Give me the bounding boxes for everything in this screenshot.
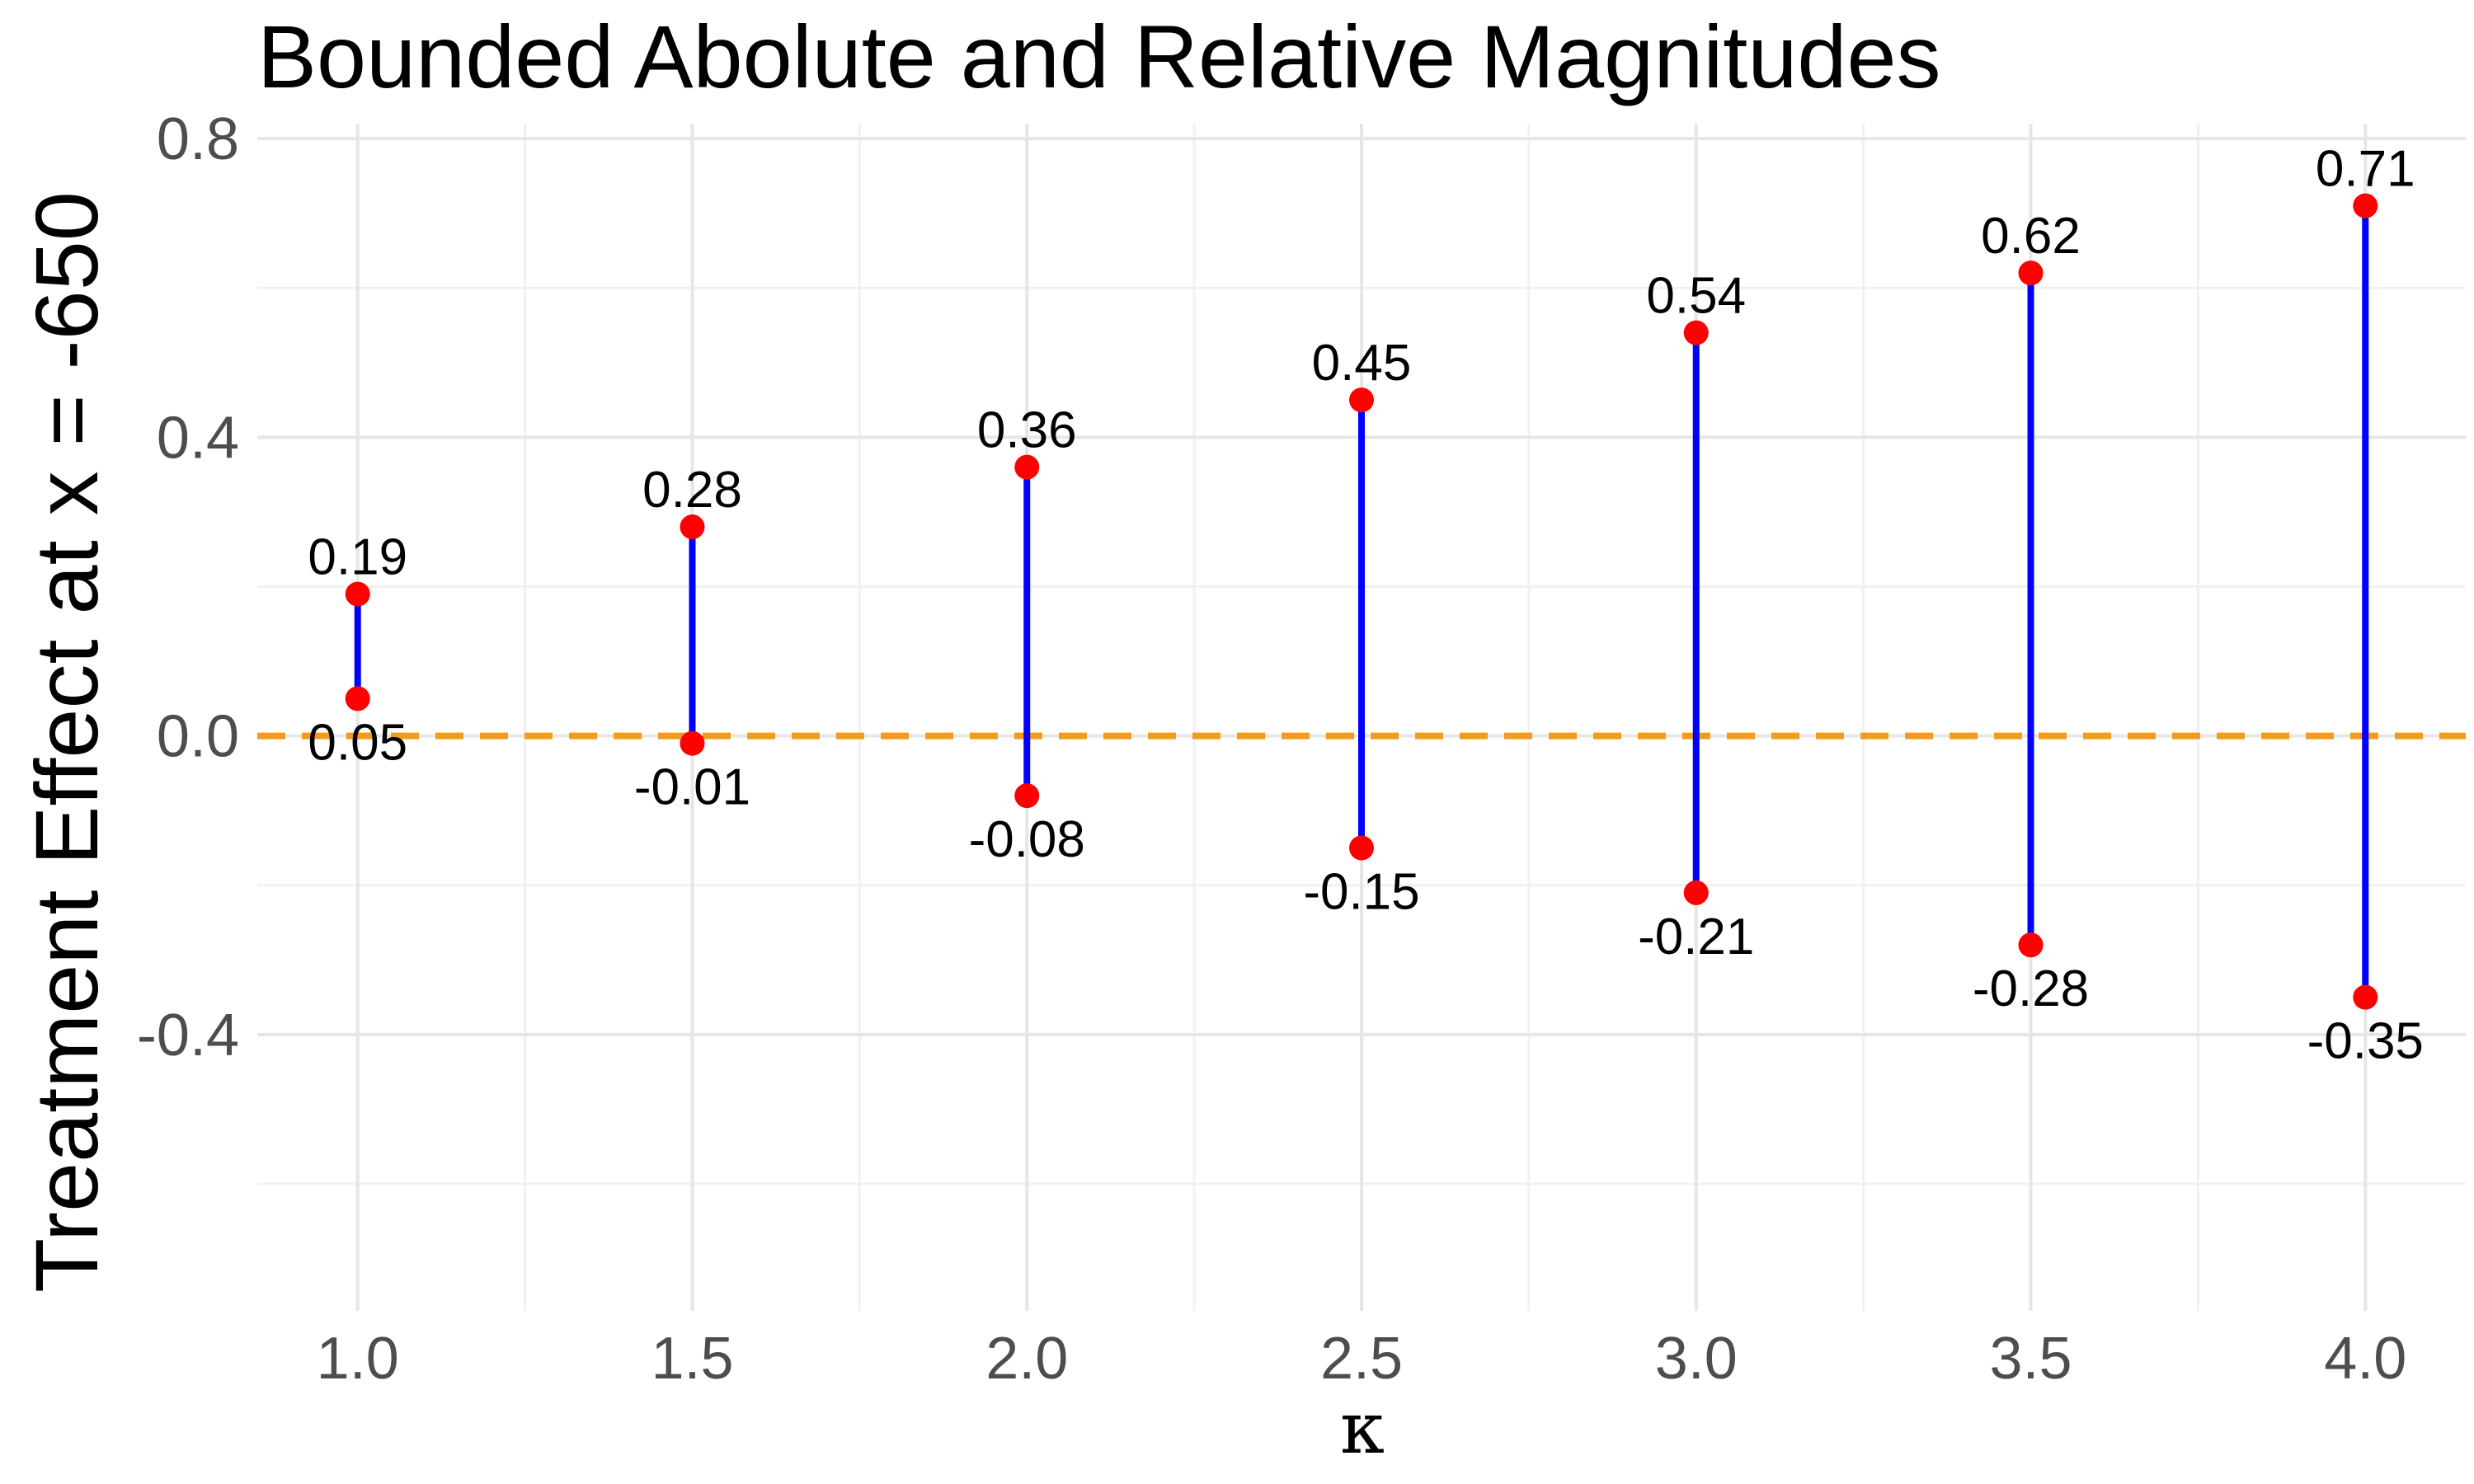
tick-labels: 1.0 1.5 2.0 2.5 3.0 3.5 4.0 -0.4 0.0 0.4 0.8 xyxy=(137,106,2406,1392)
upper-point xyxy=(1683,320,1709,345)
lower-data-label: -0.08 xyxy=(969,811,1085,868)
lower-data-label: -0.01 xyxy=(634,759,750,816)
upper-point xyxy=(2353,193,2378,218)
upper-data-label: 0.28 xyxy=(642,462,742,519)
lower-data-label: -0.28 xyxy=(1973,960,2089,1017)
chart-title: Bounded Abolute and Relative Magnitudes xyxy=(257,7,1941,106)
lower-data-label: -0.21 xyxy=(1638,909,1754,965)
upper-data-label: 0.71 xyxy=(2316,141,2415,198)
x-tick-label: 3.0 xyxy=(1655,1326,1738,1392)
lower-point xyxy=(2353,984,2378,1010)
upper-data-label: 0.54 xyxy=(1646,268,1746,325)
lower-point xyxy=(345,686,370,711)
upper-data-label: 0.45 xyxy=(1312,335,1412,392)
lower-data-label: -0.35 xyxy=(2307,1013,2424,1070)
x-axis-label: κ xyxy=(1340,1388,1385,1470)
lower-data-label: 0.05 xyxy=(308,714,407,771)
upper-data-label: 0.19 xyxy=(308,529,407,586)
lower-point xyxy=(1349,835,1374,861)
y-tick-label: 0.8 xyxy=(157,106,239,172)
x-tick-label: 1.5 xyxy=(651,1326,733,1392)
lower-point xyxy=(680,730,705,756)
y-tick-label: 0.0 xyxy=(157,704,239,770)
x-tick-label: 3.5 xyxy=(1989,1326,2072,1392)
upper-point xyxy=(345,581,370,607)
x-tick-label: 4.0 xyxy=(2324,1326,2406,1392)
x-tick-label: 1.0 xyxy=(317,1326,399,1392)
upper-data-label: 0.62 xyxy=(1981,208,2081,265)
upper-data-label: 0.36 xyxy=(977,402,1077,459)
x-tick-label: 2.0 xyxy=(985,1326,1068,1392)
data-marks: 0.19 0.05 0.28 -0.01 0.36 -0.08 0.45 -0.15 0.54 -… xyxy=(308,141,2424,1070)
y-axis-label: Treatment Effect at x = -650 xyxy=(16,191,116,1293)
lower-point xyxy=(1683,880,1709,905)
upper-point xyxy=(1349,387,1374,413)
x-tick-label: 2.5 xyxy=(1320,1326,1403,1392)
upper-point xyxy=(680,514,705,540)
lower-point xyxy=(1014,783,1040,809)
lower-point xyxy=(2018,932,2044,958)
upper-point xyxy=(2018,261,2044,286)
lower-data-label: -0.15 xyxy=(1303,863,1419,920)
y-tick-label: 0.4 xyxy=(157,405,239,471)
y-tick-label: -0.4 xyxy=(137,1003,239,1068)
upper-point xyxy=(1014,454,1040,480)
